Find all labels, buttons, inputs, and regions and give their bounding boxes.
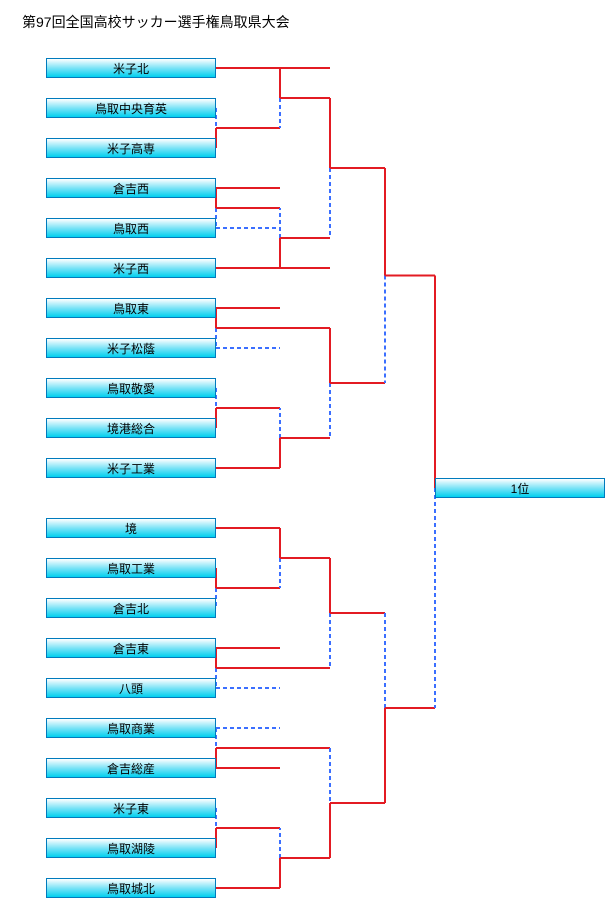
bot-team-8: 鳥取湖陵: [46, 838, 216, 858]
bot-team-1: 鳥取工業: [46, 558, 216, 578]
top-team-4: 鳥取西: [46, 218, 216, 238]
top-team-2: 米子高専: [46, 138, 216, 158]
bot-team-9: 鳥取城北: [46, 878, 216, 898]
top-team-7: 米子松蔭: [46, 338, 216, 358]
top-team-3: 倉吉西: [46, 178, 216, 198]
top-team-1: 鳥取中央育英: [46, 98, 216, 118]
bot-team-4: 八頭: [46, 678, 216, 698]
bot-team-3: 倉吉東: [46, 638, 216, 658]
top-team-8: 鳥取敬愛: [46, 378, 216, 398]
bot-team-6: 倉吉総産: [46, 758, 216, 778]
bot-team-5: 鳥取商業: [46, 718, 216, 738]
top-team-6: 鳥取東: [46, 298, 216, 318]
bot-team-0: 境: [46, 518, 216, 538]
top-team-0: 米子北: [46, 58, 216, 78]
bot-team-2: 倉吉北: [46, 598, 216, 618]
top-team-9: 境港総合: [46, 418, 216, 438]
top-team-10: 米子工業: [46, 458, 216, 478]
bot-team-7: 米子東: [46, 798, 216, 818]
champion-box: 1位: [435, 478, 605, 498]
top-team-5: 米子西: [46, 258, 216, 278]
